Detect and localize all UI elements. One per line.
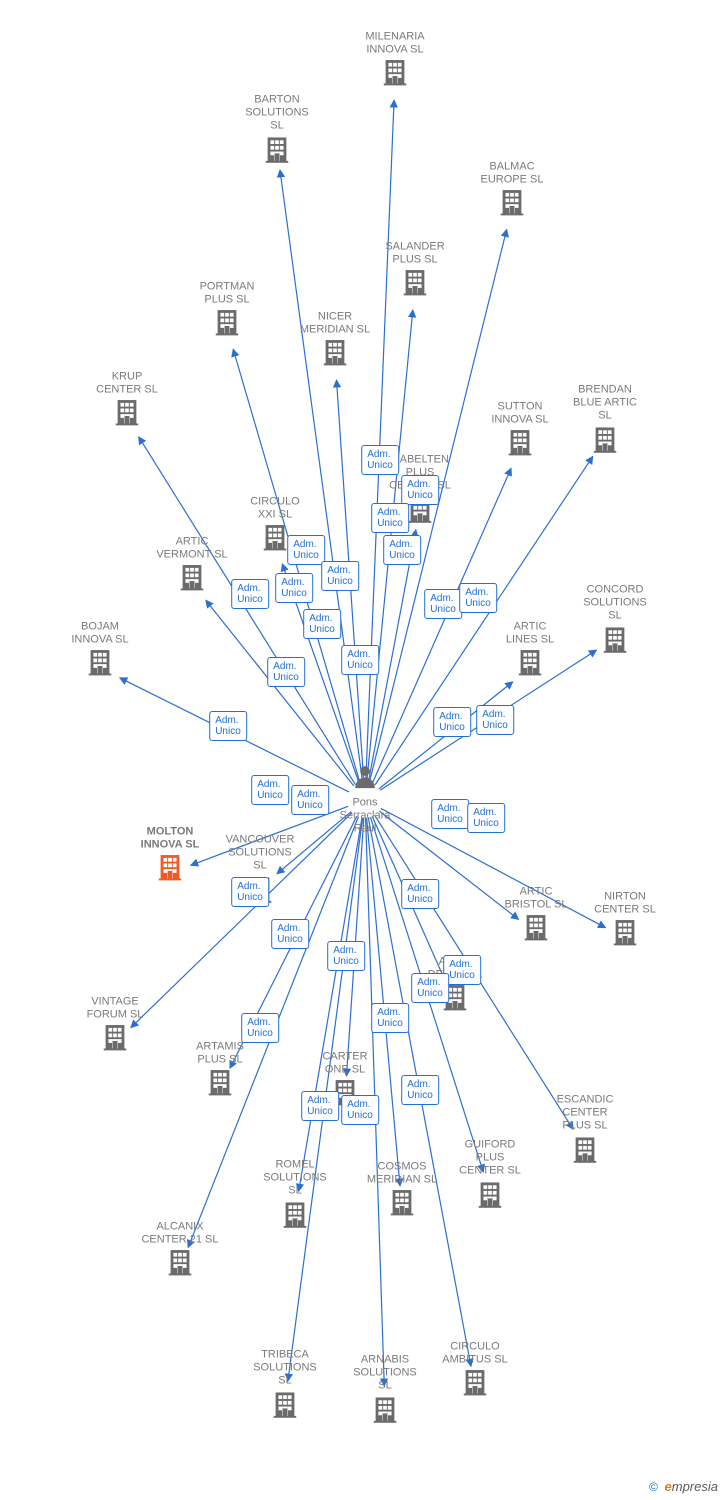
edge-line — [368, 530, 416, 783]
edge-line — [120, 678, 349, 792]
edge-line — [188, 817, 358, 1248]
edge-line — [299, 818, 362, 1192]
edge-line — [288, 818, 363, 1381]
edge-line — [381, 808, 606, 927]
brand-rest: mpresia — [672, 1479, 718, 1494]
edge-line — [375, 815, 574, 1129]
edge-line — [379, 682, 513, 789]
edge-line — [230, 816, 357, 1068]
edge-line — [336, 380, 363, 782]
edge-line — [368, 818, 471, 1367]
edge-line — [367, 310, 413, 782]
copyright-symbol: © — [649, 1480, 658, 1494]
footer-branding: © empresia — [649, 1479, 718, 1494]
edge-line — [370, 817, 483, 1172]
edge-line — [369, 229, 506, 782]
edge-line — [233, 349, 360, 783]
edge-line — [280, 170, 363, 782]
brand-e: e — [665, 1479, 672, 1494]
edge-line — [379, 811, 518, 919]
network-canvas — [0, 0, 728, 1500]
edge-line — [375, 456, 593, 785]
edge-line — [191, 806, 349, 865]
edge-line — [131, 813, 352, 1028]
edge-line — [380, 650, 596, 790]
edge-line — [366, 100, 394, 782]
